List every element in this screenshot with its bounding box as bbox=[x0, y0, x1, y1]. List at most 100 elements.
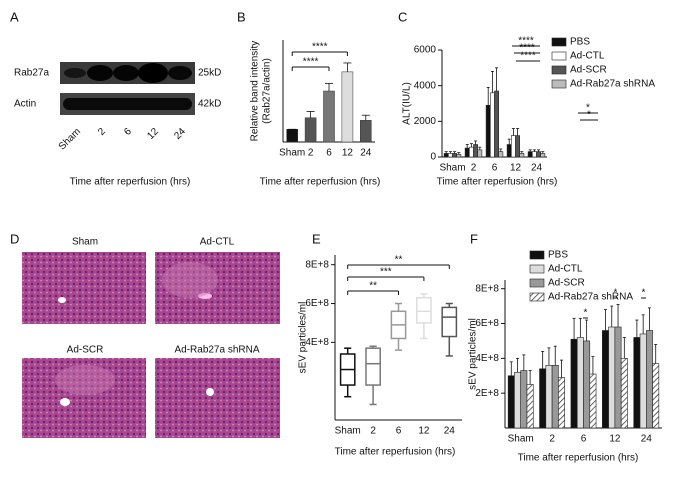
x-tick-label: Sham bbox=[508, 434, 534, 445]
bar bbox=[652, 363, 660, 429]
bar bbox=[633, 337, 641, 429]
bar bbox=[639, 333, 647, 429]
x-tick-label: 24 bbox=[641, 434, 653, 445]
significance-label: * bbox=[614, 288, 618, 299]
bar bbox=[602, 330, 609, 429]
bar bbox=[527, 151, 533, 158]
x-tick-label: 2 bbox=[308, 148, 314, 159]
significance-label: *** bbox=[380, 267, 392, 278]
y-tick-label: 8E+8 bbox=[475, 283, 499, 294]
lesion bbox=[162, 262, 218, 298]
bar bbox=[494, 90, 499, 158]
y-tick-label: 6E+8 bbox=[475, 318, 499, 329]
bar bbox=[536, 151, 541, 158]
x-tick-label: 2 bbox=[471, 163, 477, 174]
bar bbox=[485, 104, 491, 158]
legend-label: Ad-Rab27a shRNA bbox=[570, 79, 655, 90]
legend-swatch bbox=[551, 79, 567, 89]
panel-label: A bbox=[10, 9, 19, 24]
bar bbox=[526, 384, 534, 429]
histology-image bbox=[22, 252, 146, 324]
x-tick-label: 2 bbox=[370, 426, 376, 437]
legend-label: PBS bbox=[548, 250, 568, 261]
x-tick-label: 24 bbox=[531, 163, 543, 174]
band bbox=[87, 65, 113, 81]
bar bbox=[456, 154, 462, 158]
image-label: Ad-Rab27a shRNA bbox=[174, 345, 259, 356]
bar bbox=[558, 377, 565, 429]
x-tick-label: Sham bbox=[439, 163, 465, 174]
bar bbox=[506, 144, 512, 158]
x-tick-label: 6 bbox=[326, 148, 332, 159]
x-tick-label: Sham bbox=[335, 426, 361, 437]
bar bbox=[620, 358, 628, 429]
bar bbox=[447, 153, 453, 158]
histology-image bbox=[155, 358, 280, 438]
significance-label: * bbox=[584, 308, 588, 319]
x-tick-label: 12 bbox=[342, 148, 354, 159]
blot-size-label: 42kD bbox=[198, 99, 221, 110]
panel-label: E bbox=[312, 231, 321, 246]
x-axis-title: Time after reperfusion (hrs) bbox=[335, 447, 456, 458]
significance-label: ** bbox=[369, 281, 377, 292]
vessel bbox=[58, 297, 66, 303]
bar bbox=[464, 147, 470, 158]
image-label: Sham bbox=[72, 237, 98, 248]
x-tick-label: 12 bbox=[510, 163, 522, 174]
y-axis-title: ALT(IU/L) bbox=[402, 82, 413, 125]
y-tick-label: 2000 bbox=[414, 116, 437, 127]
lane-label: 12 bbox=[145, 126, 161, 142]
bar bbox=[539, 368, 547, 429]
box bbox=[365, 347, 381, 386]
legend-label: Ad-SCR bbox=[548, 278, 585, 289]
bar bbox=[576, 337, 584, 429]
x-axis-title: Time after reperfusion (hrs) bbox=[260, 177, 381, 188]
bar bbox=[498, 151, 504, 158]
panel-label: D bbox=[10, 231, 19, 246]
y-axis-title: sEV particles/ml bbox=[468, 318, 479, 390]
image-label: Ad-CTL bbox=[200, 237, 235, 248]
x-tick-label: Sham bbox=[279, 148, 305, 159]
band bbox=[113, 65, 139, 81]
legend-swatch bbox=[529, 292, 545, 302]
blot-size-label: 25kD bbox=[198, 68, 221, 79]
x-tick-label: 6 bbox=[396, 426, 402, 437]
bar bbox=[645, 330, 653, 429]
bar bbox=[540, 153, 546, 158]
bar bbox=[443, 153, 449, 158]
bar bbox=[520, 370, 528, 429]
bar bbox=[514, 371, 521, 429]
bar bbox=[323, 90, 335, 143]
bar bbox=[589, 373, 597, 429]
band bbox=[63, 98, 192, 110]
histology-images bbox=[22, 252, 280, 438]
y-tick-label: 6E+8 bbox=[305, 298, 329, 309]
bar bbox=[473, 144, 478, 158]
bar bbox=[341, 71, 354, 143]
legend-swatch bbox=[529, 278, 545, 288]
y-tick-label: 4000 bbox=[414, 80, 437, 91]
significance-label: ** bbox=[395, 255, 403, 266]
bar bbox=[286, 129, 298, 143]
bar bbox=[477, 149, 483, 158]
box bbox=[416, 296, 432, 324]
bar bbox=[583, 340, 591, 429]
bar bbox=[551, 365, 559, 429]
bar bbox=[452, 153, 457, 158]
significance-label: **** bbox=[312, 42, 328, 53]
x-tick-label: 6 bbox=[581, 434, 587, 445]
legend-swatch bbox=[551, 51, 567, 61]
x-tick-label: 24 bbox=[444, 426, 456, 437]
lane-label: 2 bbox=[96, 126, 108, 138]
panel-label: C bbox=[398, 9, 407, 24]
bar bbox=[519, 153, 525, 158]
significance-label: * bbox=[587, 110, 591, 121]
panel-label: B bbox=[237, 9, 246, 24]
bar bbox=[489, 92, 495, 158]
legend-swatch bbox=[529, 250, 545, 260]
legend-label: Ad-Rab27a shRNA bbox=[548, 292, 633, 303]
x-axis-title: Time after reperfusion (hrs) bbox=[437, 177, 558, 188]
legend-label: Ad-CTL bbox=[570, 51, 605, 62]
x-tick-label: 12 bbox=[418, 426, 430, 437]
legend-swatch bbox=[551, 37, 567, 47]
